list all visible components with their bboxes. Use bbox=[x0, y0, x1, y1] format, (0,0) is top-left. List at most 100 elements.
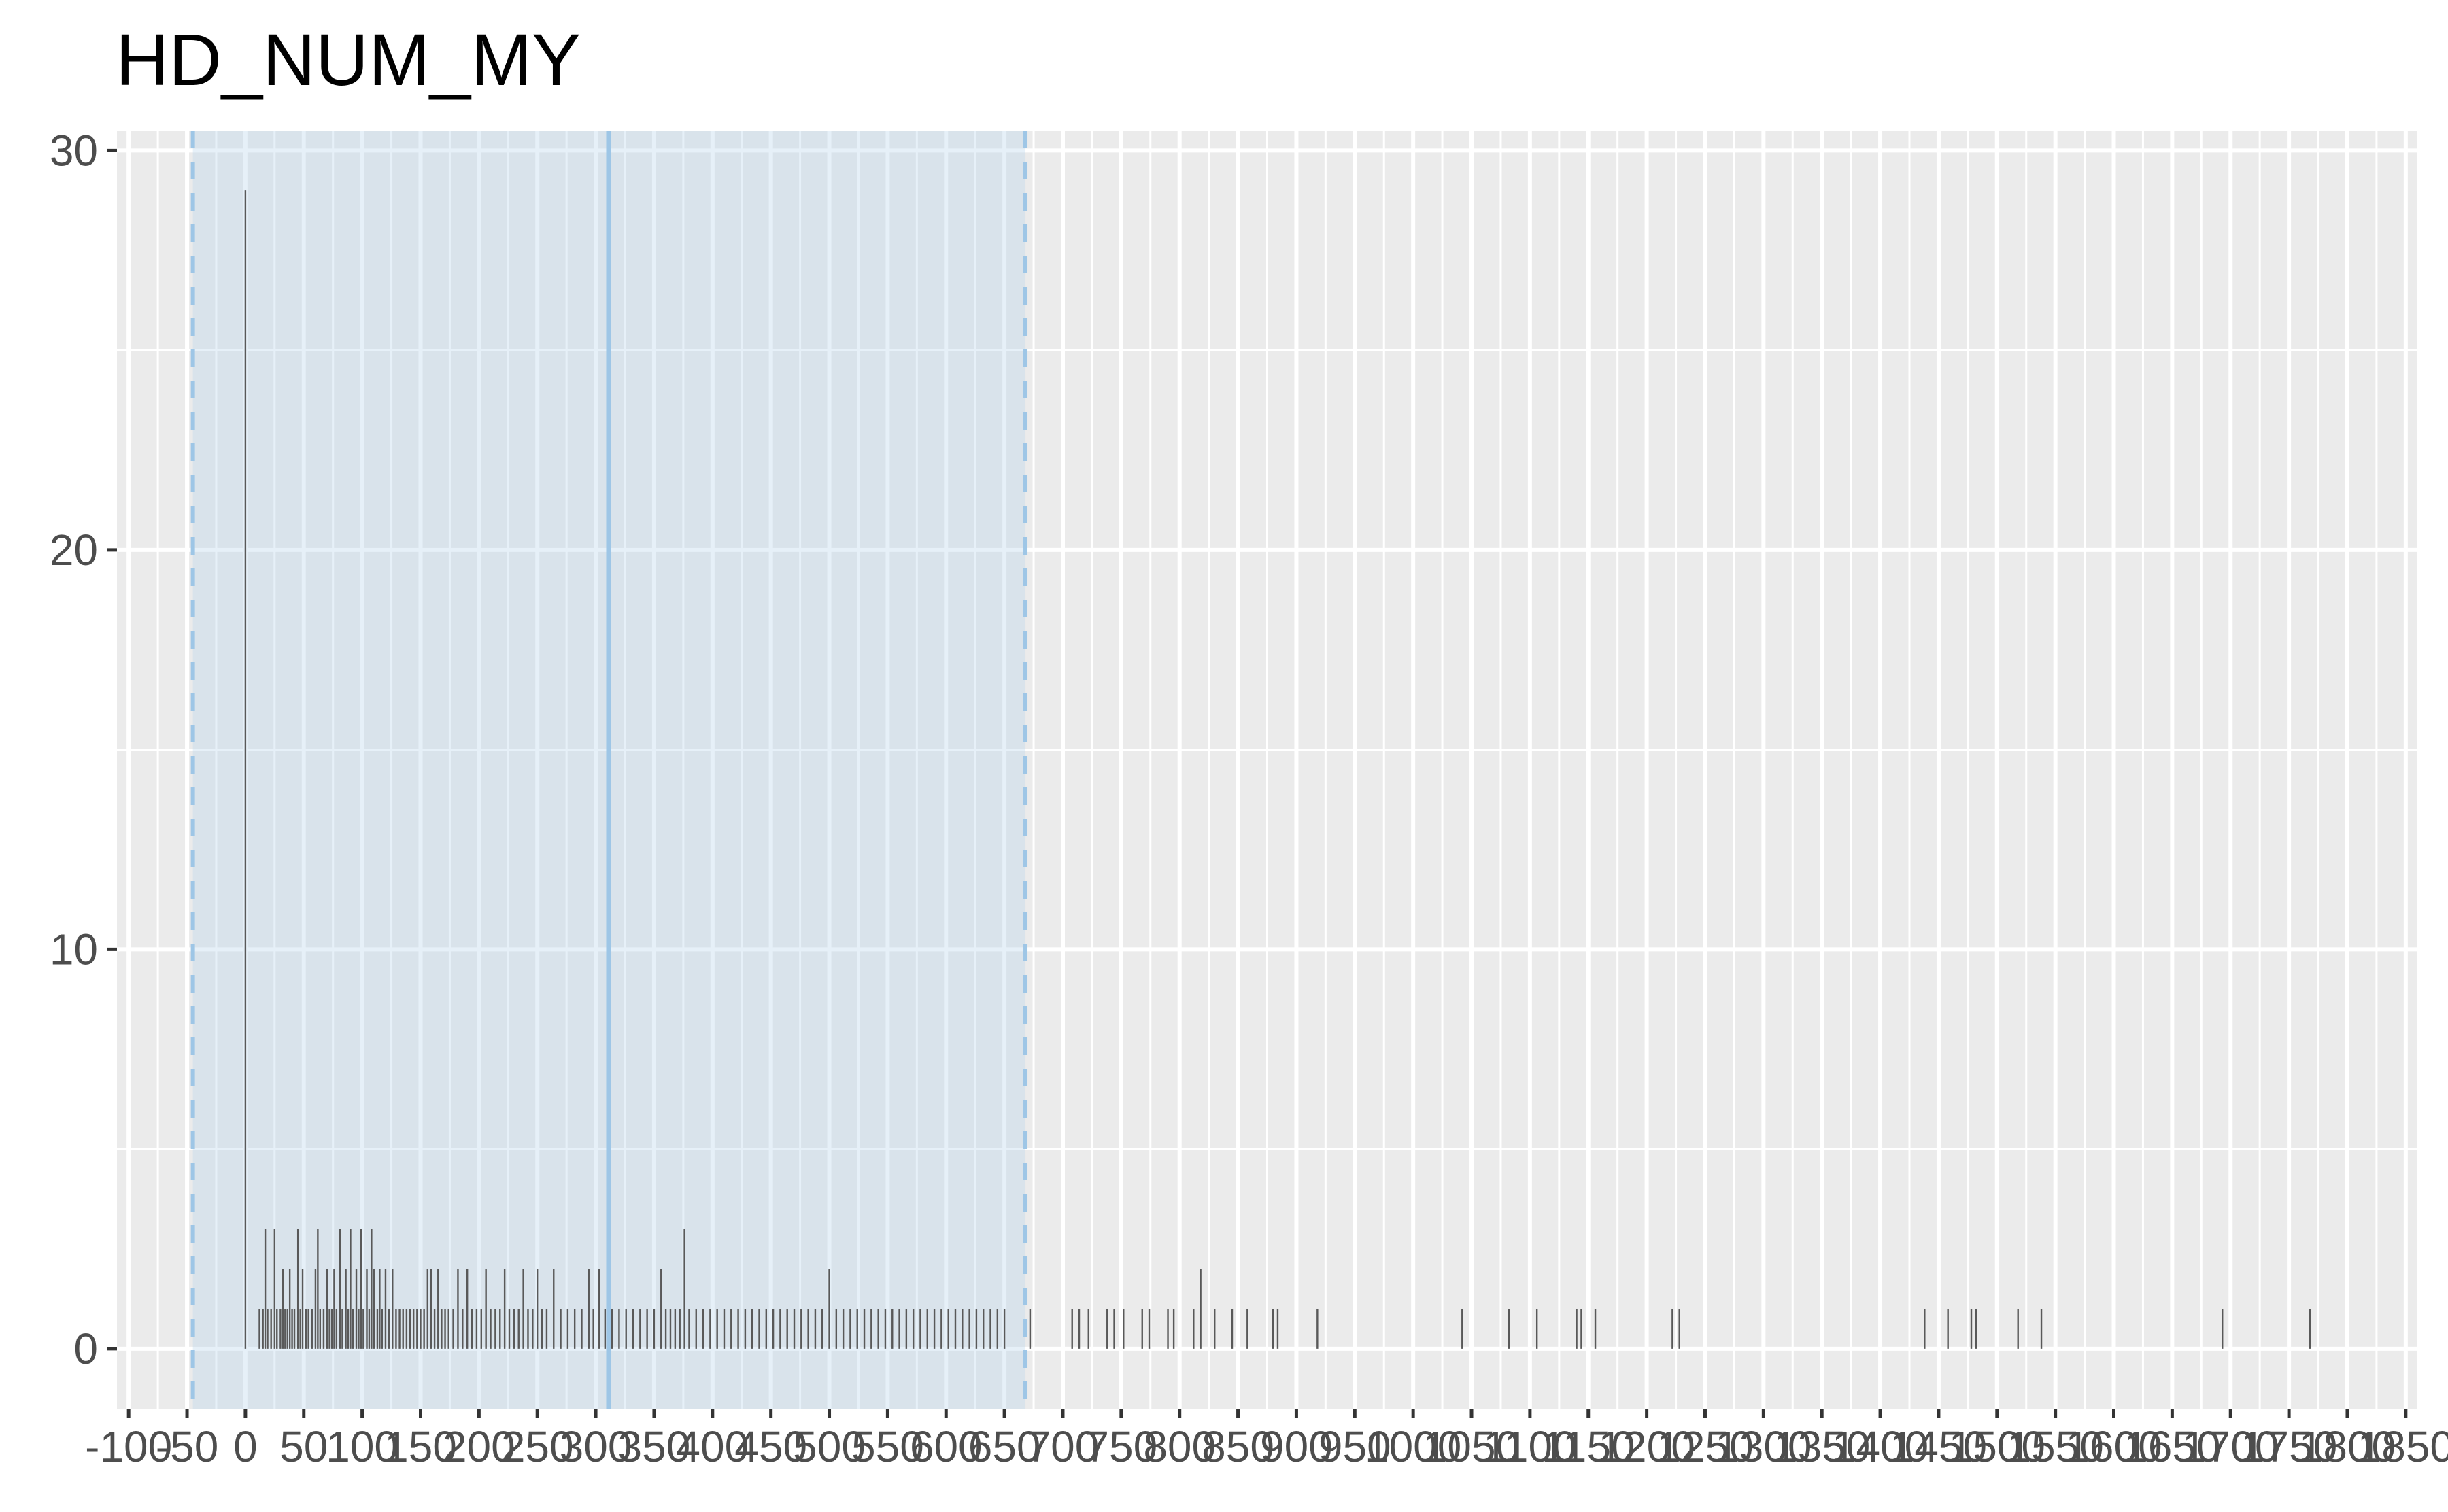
histogram-bar bbox=[737, 1309, 739, 1349]
histogram-bar bbox=[716, 1309, 718, 1349]
histogram-bar bbox=[347, 1309, 350, 1349]
histogram-bar bbox=[244, 190, 247, 1349]
y-tick-label: 30 bbox=[50, 126, 98, 175]
histogram-bar bbox=[1231, 1309, 1234, 1349]
histogram-bar bbox=[674, 1309, 677, 1349]
histogram-bar bbox=[962, 1309, 964, 1349]
x-tick-label: 1800 bbox=[2299, 1422, 2396, 1471]
histogram-bar bbox=[954, 1309, 957, 1349]
histogram-bar bbox=[339, 1228, 341, 1349]
histogram-bar bbox=[891, 1309, 894, 1349]
histogram-bar bbox=[1276, 1309, 1279, 1349]
histogram-bar bbox=[1071, 1309, 1073, 1349]
histogram-bar bbox=[709, 1309, 711, 1349]
histogram-bar bbox=[751, 1309, 753, 1349]
histogram-bar bbox=[604, 1309, 607, 1349]
histogram-bar bbox=[1678, 1309, 1680, 1349]
histogram-bar bbox=[814, 1309, 817, 1349]
histogram-bar bbox=[1671, 1309, 1673, 1349]
histogram-bar bbox=[625, 1309, 627, 1349]
histogram-bar bbox=[758, 1309, 760, 1349]
histogram-bar bbox=[522, 1269, 524, 1349]
y-tick-label: 0 bbox=[73, 1324, 98, 1373]
histogram-bar bbox=[1272, 1309, 1274, 1349]
histogram-bar bbox=[326, 1269, 328, 1349]
histogram-bar bbox=[366, 1269, 368, 1349]
histogram-bar bbox=[541, 1309, 543, 1349]
histogram-bar bbox=[1200, 1269, 1202, 1349]
histogram-bar bbox=[444, 1309, 446, 1349]
histogram-bar bbox=[573, 1309, 576, 1349]
histogram-bar bbox=[527, 1309, 529, 1349]
histogram-bar bbox=[485, 1269, 487, 1349]
histogram-bar bbox=[457, 1269, 459, 1349]
histogram-bar bbox=[301, 1269, 304, 1349]
histogram-bar bbox=[270, 1309, 272, 1349]
histogram-bar bbox=[828, 1269, 830, 1349]
histogram-bar bbox=[975, 1309, 978, 1349]
histogram-bar bbox=[669, 1309, 672, 1349]
histogram-bar bbox=[412, 1309, 415, 1349]
histogram-bar bbox=[1576, 1309, 1578, 1349]
x-tick-label: 350 bbox=[618, 1422, 691, 1471]
histogram-bar bbox=[345, 1269, 347, 1349]
histogram-bar bbox=[821, 1309, 823, 1349]
histogram-bar bbox=[842, 1309, 845, 1349]
histogram-bar bbox=[702, 1309, 704, 1349]
histogram-bar bbox=[279, 1309, 282, 1349]
histogram-bar bbox=[328, 1309, 330, 1349]
histogram-bar bbox=[660, 1269, 662, 1349]
histogram-bar bbox=[2017, 1309, 2019, 1349]
histogram-bar bbox=[420, 1309, 422, 1349]
histogram-bar bbox=[1087, 1309, 1089, 1349]
histogram-bar bbox=[441, 1309, 443, 1349]
histogram-bar bbox=[940, 1309, 942, 1349]
histogram-bar bbox=[912, 1309, 915, 1349]
histogram-bar bbox=[1193, 1309, 1195, 1349]
histogram-bar bbox=[1214, 1309, 1216, 1349]
histogram-bar bbox=[276, 1309, 278, 1349]
histogram-bar bbox=[392, 1269, 394, 1349]
histogram-bar bbox=[430, 1269, 432, 1349]
x-tick-label: 1850 bbox=[2358, 1422, 2448, 1471]
x-tick-label: 1100 bbox=[1483, 1422, 1577, 1471]
histogram-bar bbox=[800, 1309, 802, 1349]
grid-lines bbox=[117, 131, 2417, 1409]
histogram-bar bbox=[1535, 1309, 1538, 1349]
histogram-bar bbox=[433, 1309, 436, 1349]
histogram-bar bbox=[307, 1309, 309, 1349]
histogram-bar bbox=[376, 1309, 379, 1349]
histogram-bar bbox=[299, 1309, 301, 1349]
histogram-bar bbox=[371, 1228, 373, 1349]
x-tick-label: 1150 bbox=[1542, 1422, 1635, 1471]
x-tick-label: 1750 bbox=[2241, 1422, 2337, 1471]
histogram-bar bbox=[1947, 1309, 1949, 1349]
histogram-bar bbox=[402, 1309, 404, 1349]
histogram-bar bbox=[664, 1309, 667, 1349]
x-tick-label: 800 bbox=[1143, 1422, 1216, 1471]
histogram-bar bbox=[350, 1228, 352, 1349]
histogram-bar bbox=[471, 1309, 473, 1349]
x-tick-label: 1450 bbox=[1890, 1422, 1987, 1471]
histogram-bar bbox=[1148, 1309, 1151, 1349]
histogram-bar bbox=[381, 1309, 384, 1349]
x-tick-label: 1250 bbox=[1656, 1422, 1753, 1471]
histogram-bar bbox=[1924, 1309, 1926, 1349]
histogram-bar bbox=[352, 1309, 354, 1349]
histogram-bar bbox=[646, 1309, 648, 1349]
x-tick-label: 700 bbox=[1027, 1422, 1100, 1471]
x-tick-label: 300 bbox=[560, 1422, 632, 1471]
histogram-bar bbox=[305, 1309, 307, 1349]
histogram-bar bbox=[688, 1309, 690, 1349]
histogram-bar bbox=[2040, 1309, 2043, 1349]
histogram-bar bbox=[598, 1269, 600, 1349]
histogram-bar bbox=[282, 1269, 284, 1349]
histogram-bar bbox=[494, 1309, 496, 1349]
histogram-bar bbox=[273, 1228, 276, 1349]
histogram-bar bbox=[322, 1309, 325, 1349]
histogram-bar bbox=[560, 1309, 562, 1349]
x-tick-label: 950 bbox=[1319, 1422, 1391, 1471]
x-tick-label: 850 bbox=[1202, 1422, 1274, 1471]
x-tick-label: 1000 bbox=[1365, 1422, 1461, 1471]
histogram-bar bbox=[793, 1309, 796, 1349]
